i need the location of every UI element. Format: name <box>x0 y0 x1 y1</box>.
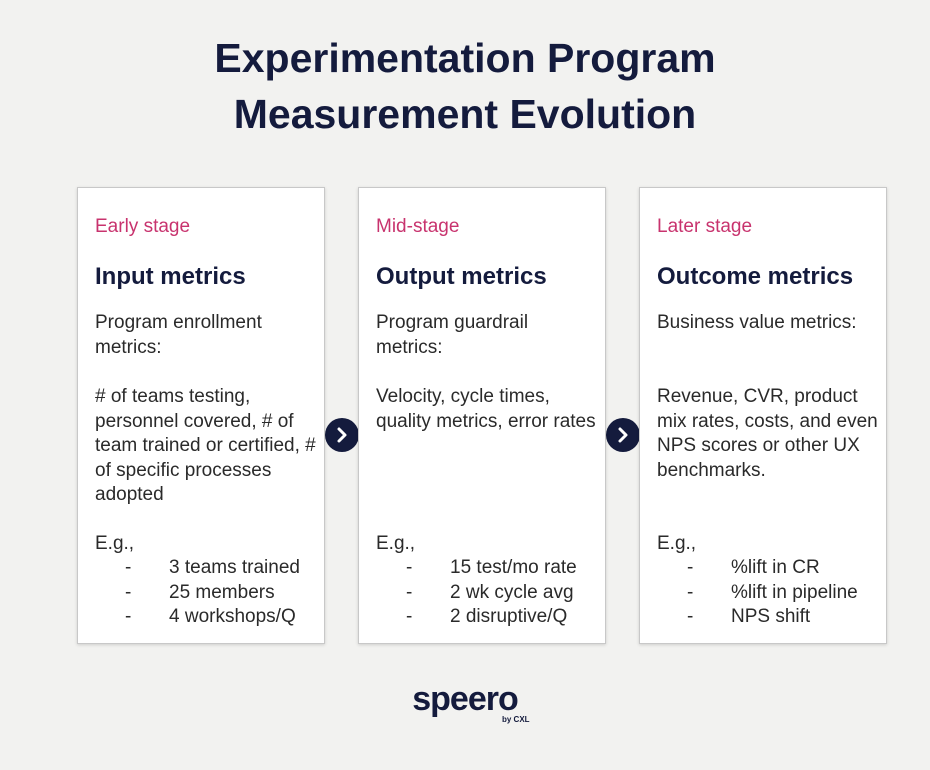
details: Velocity, cycle times, quality metrics, … <box>376 386 596 432</box>
bullet-dash: - <box>406 581 413 603</box>
card: Early stage Input metrics Program enrollme… <box>77 187 325 644</box>
bullet-dash: - <box>125 557 132 578</box>
bullet-dash: - <box>406 557 413 578</box>
arrow-icon <box>606 418 640 452</box>
stage-label: Later stage <box>657 216 753 237</box>
title-line: Experimentation Program <box>214 35 716 81</box>
bullet-dash: - <box>687 606 694 627</box>
description: Program enrollment metrics: <box>95 312 262 358</box>
example-item: 3 teams trained <box>169 557 300 578</box>
bullet-dash: - <box>687 581 694 603</box>
logo-byline: by CXL <box>502 715 530 724</box>
stage-label: Mid-stage <box>376 216 460 237</box>
example-item: 2 disruptive/Q <box>450 606 568 627</box>
arrow-icon <box>325 418 359 452</box>
card: Later stage Outcome metrics Business value… <box>639 187 887 644</box>
logo: speero <box>412 680 519 718</box>
examples-intro: E.g., <box>376 533 416 554</box>
example-item: 4 workshops/Q <box>169 606 296 627</box>
card: Mid-stage Output metrics Program guardrail… <box>358 187 606 644</box>
bullet-dash: - <box>125 606 132 627</box>
description: Program guardrail metrics: <box>376 312 529 358</box>
description: Business value metrics: <box>657 312 857 333</box>
bullet-dash: - <box>125 581 132 603</box>
title-line: Measurement Evolution <box>233 91 697 137</box>
example-item: 15 test/mo rate <box>450 557 577 578</box>
example-item: NPS shift <box>731 606 811 627</box>
example-item: %lift in pipeline <box>731 581 858 603</box>
card-heading: Input metrics <box>95 263 246 290</box>
bullet-dash: - <box>687 557 694 578</box>
details: Revenue, CVR, product mix rates, costs, … <box>657 386 878 481</box>
stage-label: Early stage <box>95 216 191 237</box>
examples-intro: E.g., <box>657 533 697 554</box>
example-item: 25 members <box>169 581 275 603</box>
card-heading: Outcome metrics <box>657 263 854 290</box>
details: # of teams testing, personnel covered, #… <box>95 386 316 505</box>
bullet-dash: - <box>406 606 413 627</box>
example-item: 2 wk cycle avg <box>450 581 574 603</box>
examples-intro: E.g., <box>95 533 135 554</box>
card-heading: Output metrics <box>376 263 547 290</box>
example-item: %lift in CR <box>731 557 820 578</box>
